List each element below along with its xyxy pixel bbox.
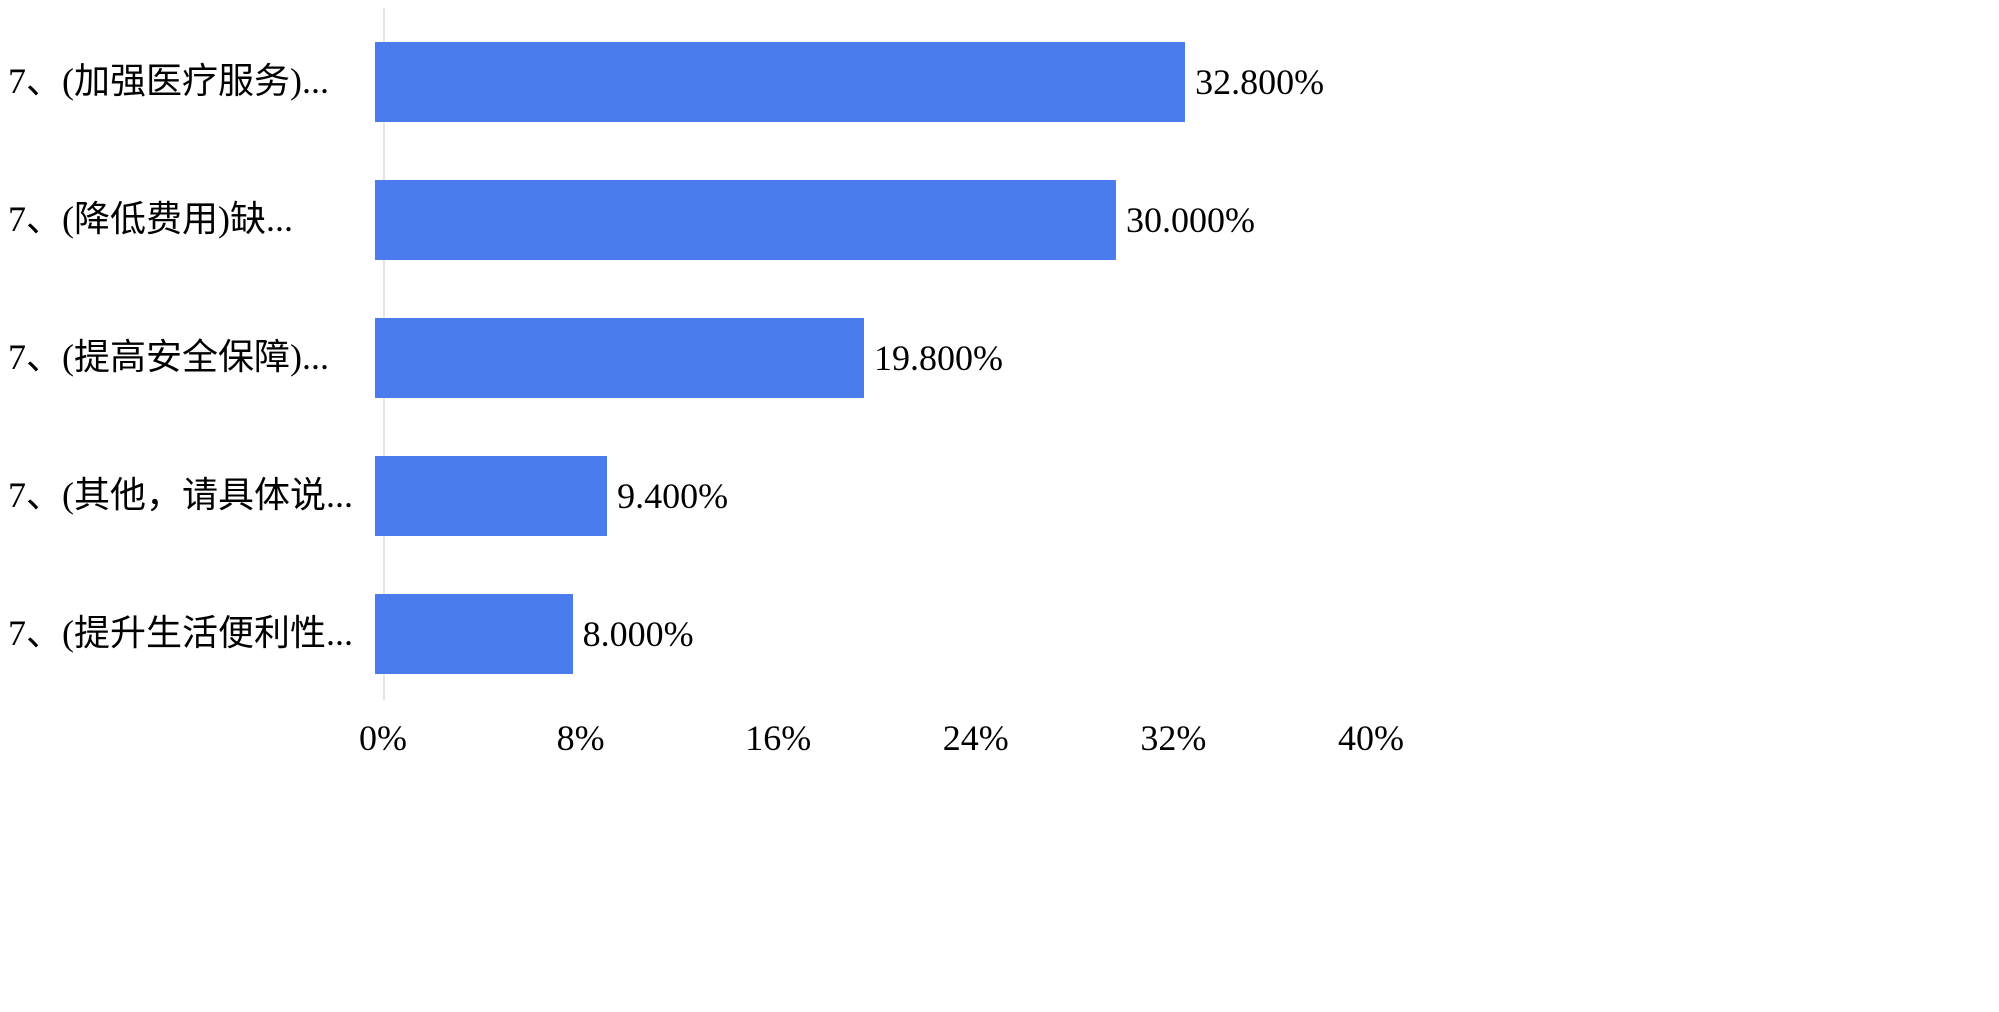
value-label: 9.400% — [617, 476, 729, 516]
x-axis: 0% 8% 16% 24% 32% 40% — [359, 717, 1999, 787]
bar-track: 32.800% — [375, 13, 1999, 151]
value-label: 30.000% — [1126, 200, 1255, 240]
bar — [375, 318, 865, 398]
value-label: 32.800% — [1195, 62, 1325, 102]
x-tick-label: 32% — [1140, 718, 1207, 758]
bar — [375, 456, 608, 536]
category-label: 7、(提升生活便利性... — [8, 614, 353, 654]
bar — [375, 42, 1186, 122]
value-label: 8.000% — [582, 614, 694, 654]
bar-row: 7、(其他，请具体说... 9.400% — [0, 427, 1999, 565]
x-tick-label: 8% — [556, 718, 605, 758]
bar-row: 7、(降低费用)缺... 30.000% — [0, 151, 1999, 289]
x-tick-label: 24% — [942, 718, 1009, 758]
bar-row: 7、(加强医疗服务)... 32.800% — [0, 13, 1999, 151]
category-label: 7、(其他，请具体说... — [8, 476, 353, 516]
category-label: 7、(加强医疗服务)... — [8, 62, 329, 102]
value-label: 19.800% — [874, 338, 1004, 378]
bar-track: 8.000% — [375, 565, 1999, 703]
bar-row: 7、(提升生活便利性... 8.000% — [0, 565, 1999, 703]
x-tick-label: 40% — [1338, 718, 1404, 758]
bar-rows: 7、(加强医疗服务)... 32.800% 7、(降低费用)缺... 30.000% 7… — [0, 13, 1999, 703]
bar-row: 7、(提高安全保障)... 19.800% — [0, 289, 1999, 427]
bar-track: 30.000% — [375, 151, 1999, 289]
x-tick-label: 16% — [745, 718, 812, 758]
category-label: 7、(降低费用)缺... — [8, 200, 293, 240]
bar-track: 9.400% — [375, 427, 1999, 565]
x-tick-label: 0% — [359, 718, 407, 758]
bar — [375, 180, 1116, 260]
bar — [375, 594, 573, 674]
bar-track: 19.800% — [375, 289, 1999, 427]
category-label: 7、(提高安全保障)... — [8, 338, 329, 378]
